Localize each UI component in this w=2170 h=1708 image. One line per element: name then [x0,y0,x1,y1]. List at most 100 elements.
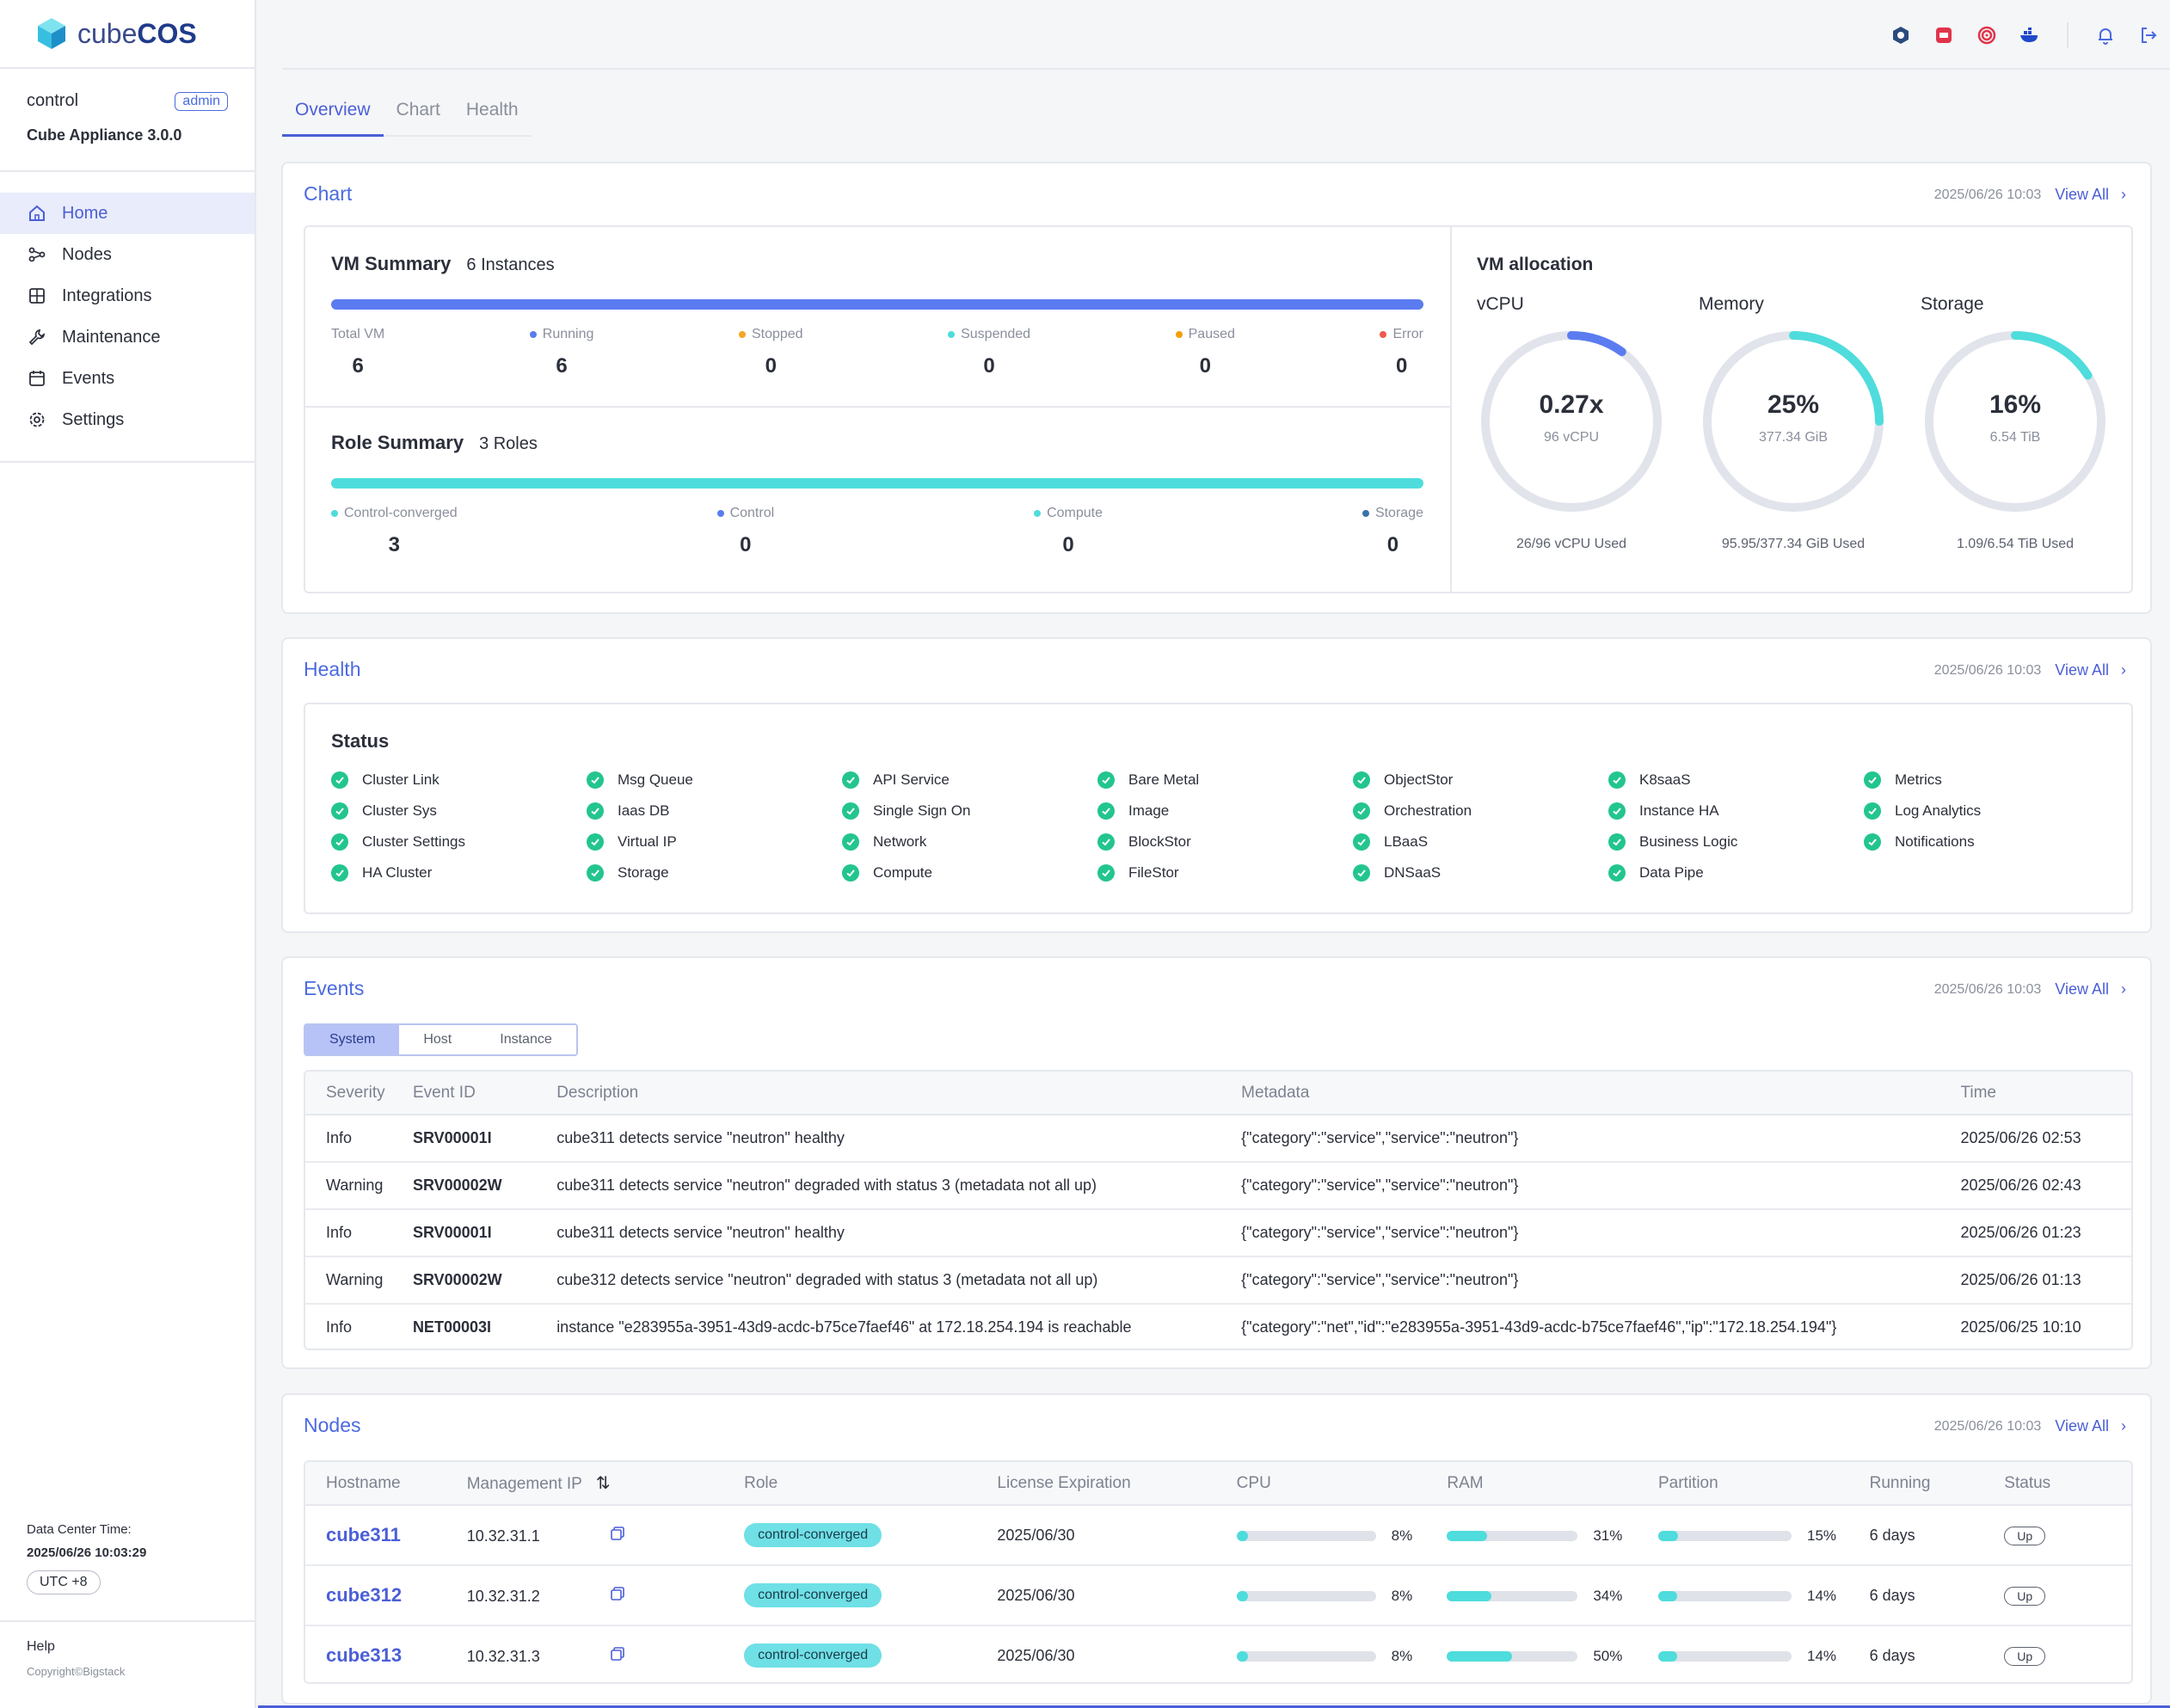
table-row[interactable]: Warning SRV00002W cube312 detects service … [305,1256,2131,1305]
table-row[interactable]: Info SRV00001I cube311 detects service "ne… [305,1209,2131,1257]
health-status-item[interactable]: Network [842,833,926,851]
sidebar-item-label: Events [62,368,115,388]
partition-usage-bar-fill [1657,1530,1679,1541]
events-column-header[interactable]: Time [1960,1072,2131,1115]
health-status-item[interactable]: Metrics [1864,771,1942,789]
logo[interactable]: cubeCOS [0,0,255,69]
severity-cell: Info [305,1115,413,1163]
copy-icon[interactable] [610,1646,625,1662]
timezone-button[interactable]: UTC +8 [27,1570,101,1594]
docker-icon[interactable] [2018,23,2042,47]
health-status-item[interactable]: Virtual IP [587,833,677,851]
health-status-item[interactable]: Image [1097,802,1169,820]
health-status-item[interactable]: Cluster Link [331,771,440,789]
sidebar-nav: Home Nodes Integrations Maintenance Events Se… [0,172,255,463]
role-stat-storage: Storage 0 [1362,506,1423,557]
health-status-item[interactable]: Msg Queue [587,771,693,789]
nodes-column-header[interactable]: CPU [1236,1462,1448,1506]
health-status-item[interactable]: Cluster Sys [331,802,437,820]
hostname-link[interactable]: cube312 [326,1584,403,1606]
ram-usage-cell: 31% [1447,1505,1658,1566]
hostname-link[interactable]: cube313 [326,1644,403,1666]
gauge-vcpu: vCPU 0.27x 96 vCPU 26/96 vCPU Used [1477,294,1666,552]
copy-icon[interactable] [610,1586,625,1601]
table-row[interactable]: cube313 10.32.31.3 control-converged 2025/0… [305,1625,2131,1682]
segment-host[interactable]: Host [399,1025,476,1054]
openstack-red-icon[interactable] [1932,23,1956,47]
health-status-item[interactable]: Bare Metal [1097,771,1199,789]
table-row[interactable]: Warning SRV00002W cube311 detects service … [305,1162,2131,1210]
health-status-item[interactable]: DNSaaS [1353,864,1441,882]
nodes-view-all-link[interactable]: View All [2055,1417,2109,1435]
segment-system[interactable]: System [305,1025,400,1054]
nodes-column-header[interactable]: Status [2004,1462,2131,1506]
chevron-right-icon[interactable]: › [2121,980,2126,998]
events-column-header[interactable]: Metadata [1241,1072,1961,1115]
events-column-header[interactable]: Description [556,1072,1242,1115]
table-row[interactable]: Info SRV00001I cube311 detects service "ne… [305,1115,2131,1163]
chevron-right-icon[interactable]: › [2121,661,2126,679]
health-status-item[interactable]: BlockStor [1097,833,1191,851]
table-row[interactable]: cube311 10.32.31.1 control-converged 2025/0… [305,1505,2131,1566]
chevron-right-icon[interactable]: › [2121,186,2126,203]
grafana-icon[interactable] [1975,23,1999,47]
health-status-item[interactable]: ObjectStor [1353,771,1453,789]
table-row[interactable]: Info NET00003I instance "e283955a-3951-43d… [305,1304,2131,1349]
chart-view-all-link[interactable]: View All [2055,186,2109,203]
health-status-item[interactable]: Log Analytics [1864,802,1981,820]
openstack-icon[interactable] [1889,23,1913,47]
nodes-column-header[interactable]: Partition [1657,1462,1870,1506]
events-view-all-link[interactable]: View All [2055,980,2109,998]
time-cell: 2025/06/25 10:10 [1960,1304,2131,1349]
health-status-item[interactable]: Cluster Settings [331,833,465,851]
cpu-usage-cell: 8% [1236,1565,1448,1626]
logout-icon[interactable] [2136,23,2161,47]
nodes-column-header[interactable]: Hostname [305,1462,467,1506]
sort-icon[interactable]: ⇅ [595,1474,611,1493]
partition-usage-bar [1657,1650,1792,1662]
health-status-item[interactable]: K8saaS [1608,771,1691,789]
sidebar-item-maintenance[interactable]: Maintenance [0,316,255,358]
events-column-header[interactable]: Severity [305,1072,413,1115]
nodes-column-header[interactable]: Management IP ⇅ [466,1462,745,1506]
metadata-cell: {"category":"service","service":"neutron… [1241,1162,1961,1210]
sidebar-item-label: Home [62,203,108,223]
chevron-right-icon[interactable]: › [2121,1417,2126,1435]
sidebar-item-integrations[interactable]: Integrations [0,275,255,316]
health-status-item[interactable]: Orchestration [1353,802,1472,820]
health-view-all-link[interactable]: View All [2055,661,2109,679]
help-link[interactable]: Help [27,1639,55,1654]
table-row[interactable]: cube312 10.32.31.2 control-converged 2025/0… [305,1565,2131,1626]
sidebar-item-events[interactable]: Events [0,358,255,399]
health-status-item[interactable]: HA Cluster [331,864,432,882]
events-column-header[interactable]: Event ID [412,1072,557,1115]
segment-instance[interactable]: Instance [476,1025,576,1054]
health-status-item[interactable]: Business Logic [1608,833,1737,851]
health-status-item[interactable]: Iaas DB [587,802,669,820]
health-status-item[interactable]: Data Pipe [1608,864,1704,882]
nodes-column-header[interactable]: Role [744,1462,998,1506]
health-status-item[interactable]: Single Sign On [842,802,970,820]
hostname-link[interactable]: cube311 [326,1524,401,1545]
health-status-item[interactable]: Instance HA [1608,802,1719,820]
nodes-column-header[interactable]: RAM [1447,1462,1658,1506]
check-circle-icon [1353,802,1370,820]
health-status-item[interactable]: Compute [842,864,932,882]
health-status-item[interactable]: Notifications [1864,833,1975,851]
tab-chart[interactable]: Chart [396,100,440,120]
tab-overview[interactable]: Overview [282,95,384,137]
nodes-column-header[interactable]: License Expiration [997,1462,1237,1506]
health-status-item[interactable]: API Service [842,771,950,789]
copy-icon[interactable] [610,1526,625,1541]
sidebar-item-settings[interactable]: Settings [0,399,255,440]
sidebar-item-home[interactable]: Home [0,193,255,234]
health-status-item[interactable]: Storage [587,864,669,882]
health-status-item[interactable]: FileStor [1097,864,1179,882]
bell-icon[interactable] [2093,23,2118,47]
nodes-column-header[interactable]: Running [1869,1462,2005,1506]
sidebar-item-nodes[interactable]: Nodes [0,234,255,275]
tab-health[interactable]: Health [465,100,519,120]
check-circle-icon [842,771,859,789]
gauge-fill [1925,331,2105,512]
health-status-item[interactable]: LBaaS [1353,833,1428,851]
